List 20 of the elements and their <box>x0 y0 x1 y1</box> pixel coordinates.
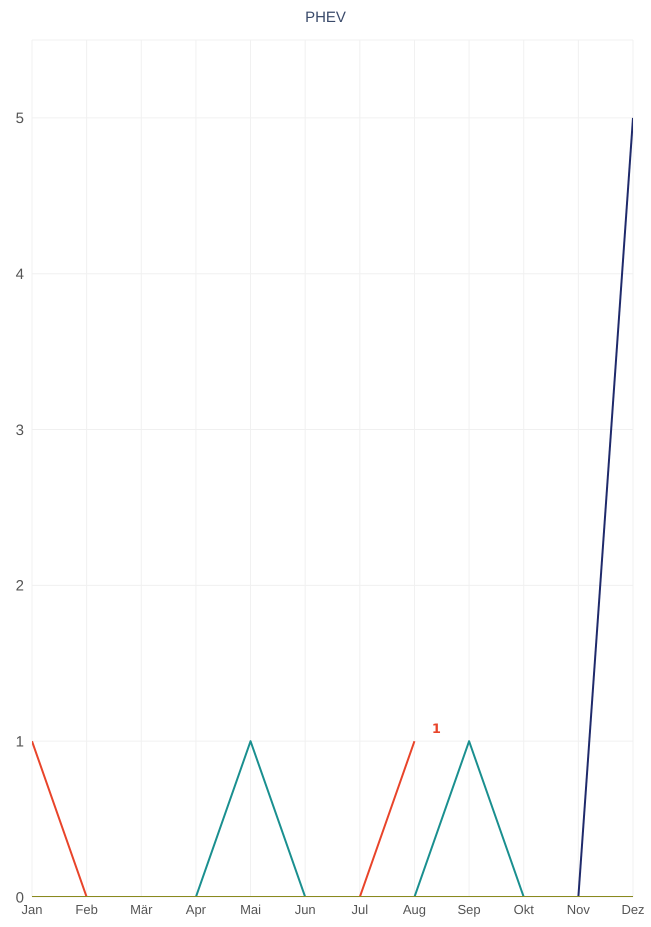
data-label: 1 <box>432 722 441 738</box>
x-tick-label: Feb <box>75 902 98 918</box>
chart-title: PHEV <box>304 8 347 28</box>
y-tick-label: 3 <box>16 422 24 439</box>
x-tick-label: Apr <box>186 902 207 918</box>
y-tick-label: 1 <box>16 734 24 751</box>
x-tick-label: Okt <box>514 902 534 918</box>
y-tick-label: 2 <box>16 578 24 595</box>
x-tick-label: Jan <box>22 902 42 918</box>
x-tick-label: Jun <box>294 902 316 918</box>
y-tick-label: 5 <box>16 110 24 128</box>
x-tick-label: Sep <box>458 902 481 918</box>
x-tick-label: Mär <box>130 902 154 918</box>
x-tick-label: Jul <box>352 902 368 918</box>
x-tick-label: Mai <box>240 902 262 918</box>
x-tick-label: Dez <box>621 902 645 918</box>
x-tick-label: Nov <box>566 902 590 918</box>
y-tick-label: 0 <box>16 889 24 906</box>
y-tick-label: 4 <box>16 266 24 284</box>
x-tick-label: Aug <box>402 902 426 918</box>
